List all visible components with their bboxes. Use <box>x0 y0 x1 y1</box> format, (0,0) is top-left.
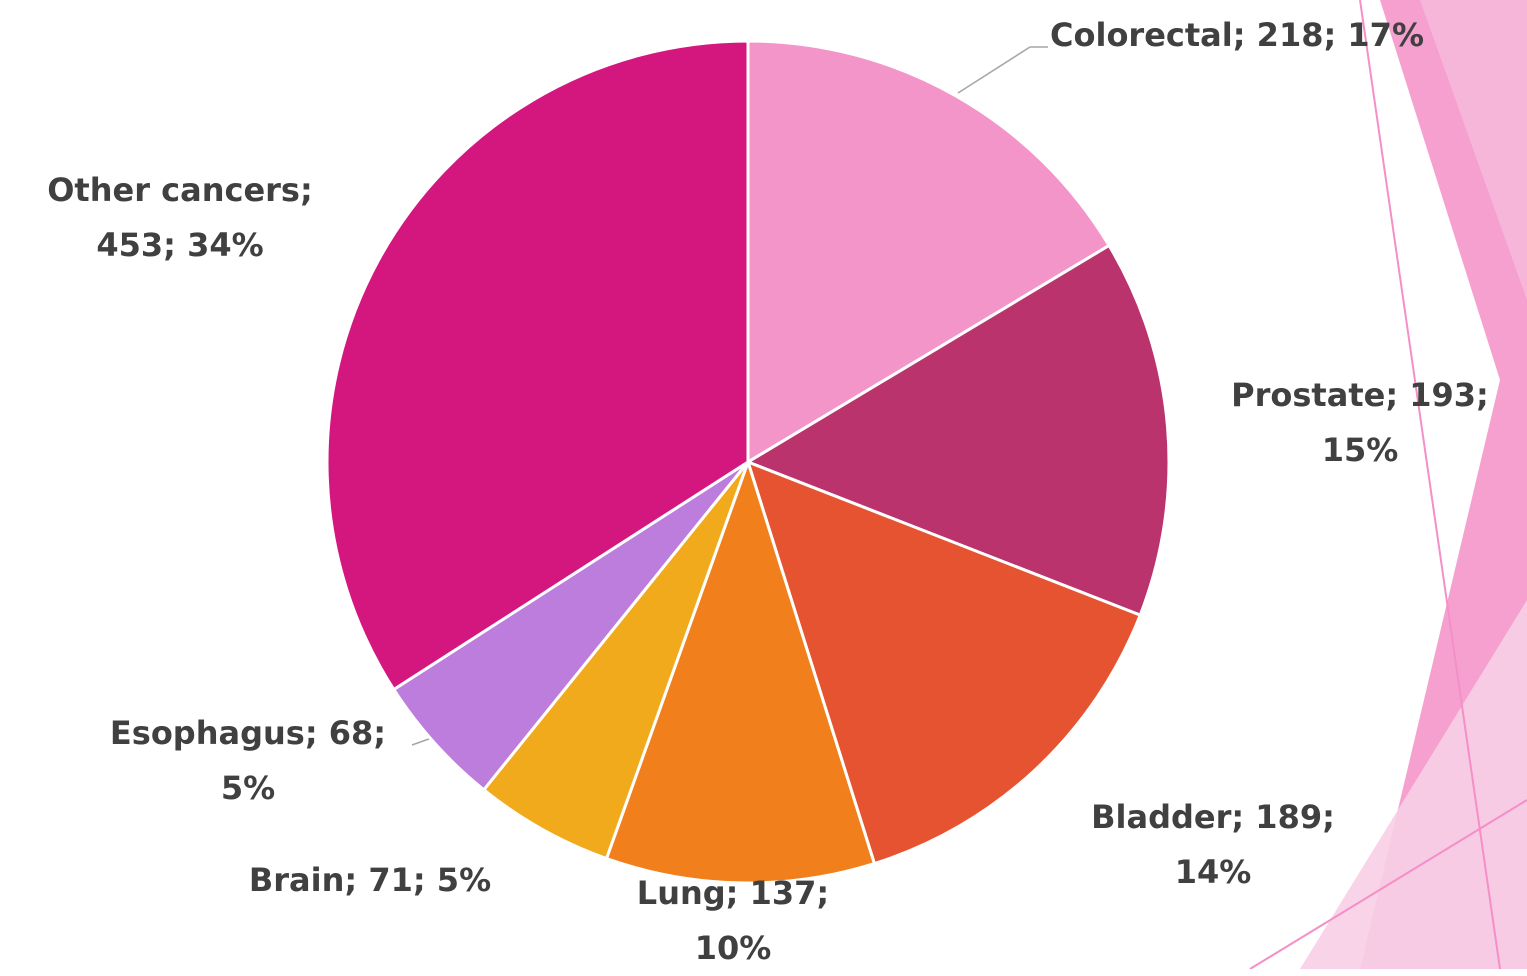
pie-slice <box>604 457 877 885</box>
data-label: Colorectal; 218; 17% <box>1050 16 1424 54</box>
data-label: Brain; 71; 5% <box>248 861 492 899</box>
data-label: Lung; 137; 10% <box>636 874 830 967</box>
data-label: Other cancers; 453; 34% <box>47 171 313 264</box>
data-label: Bladder; 189; 14% <box>1091 798 1335 891</box>
data-label: Esophagus; 68; 5% <box>109 714 387 807</box>
data-label: Prostate; 193; 15% <box>1231 376 1489 469</box>
background-decoration <box>1249 0 1527 969</box>
pie-slice <box>746 39 1112 465</box>
pie-slice <box>744 243 1171 618</box>
pie-slice <box>481 461 750 861</box>
pie-slice <box>325 39 750 692</box>
pie-slice <box>745 459 1143 866</box>
